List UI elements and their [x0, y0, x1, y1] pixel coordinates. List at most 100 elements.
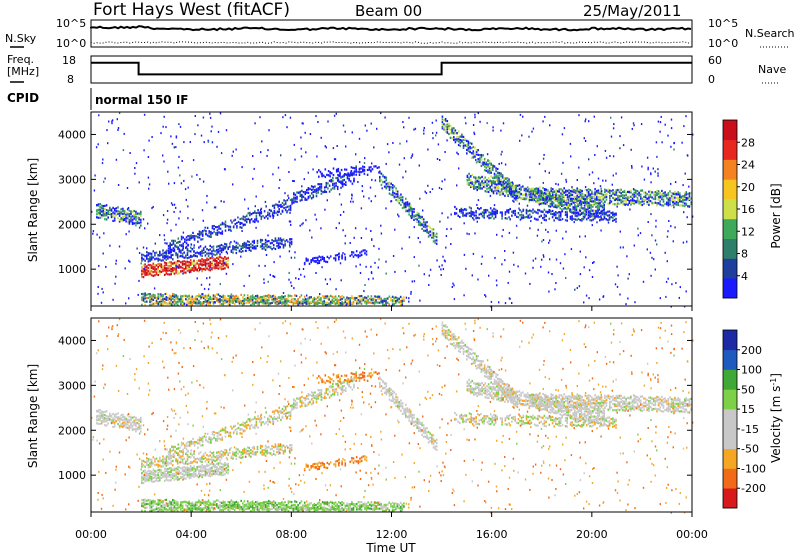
range-cell: [199, 297, 202, 300]
range-cell: [163, 264, 166, 267]
range-cell: [285, 300, 288, 303]
range-cell: [157, 471, 159, 474]
range-cell: [234, 218, 237, 221]
range-cell: [291, 202, 293, 205]
range-cell: [188, 250, 190, 253]
range-cell: [567, 208, 570, 211]
range-cell: [140, 212, 142, 215]
range-cell: [333, 114, 336, 117]
range-cell: [237, 242, 239, 245]
range-cell: [154, 469, 156, 473]
range-cell: [107, 142, 109, 145]
range-cell: [172, 262, 174, 265]
range-cell: [638, 199, 640, 202]
range-cell: [126, 208, 129, 211]
range-cell: [340, 176, 342, 179]
range-cell: [442, 255, 444, 258]
range-cell: [513, 184, 515, 187]
range-cell: [210, 230, 212, 234]
range-cell: [542, 120, 544, 123]
range-cell: [110, 208, 113, 211]
range-cell: [244, 219, 246, 222]
range-cell: [220, 243, 223, 247]
range-cell: [380, 172, 383, 175]
range-cell: [654, 193, 657, 196]
range-cell: [328, 179, 331, 182]
range-cell: [605, 192, 608, 195]
range-cell: [543, 202, 545, 205]
range-cell: [565, 178, 567, 181]
range-cell: [231, 221, 233, 224]
range-cell: [682, 241, 685, 244]
range-cell: [444, 126, 447, 129]
range-cell: [670, 225, 672, 228]
range-cell: [392, 194, 394, 197]
range-cell: [157, 302, 159, 305]
range-cell: [670, 145, 672, 148]
range-cell: [140, 430, 142, 433]
range-cell: [163, 251, 166, 254]
range-cell: [212, 302, 215, 305]
range-cell: [395, 187, 397, 190]
range-cell: [561, 193, 564, 196]
range-cell: [443, 126, 445, 129]
range-cell: [280, 212, 282, 215]
range-cell: [547, 194, 549, 197]
range-cell: [198, 259, 200, 262]
range-cell: [504, 163, 507, 166]
range-cell: [227, 302, 229, 305]
range-cell: [299, 296, 301, 299]
range-cell: [565, 180, 568, 183]
range-cell: [584, 140, 587, 142]
range-cell: [300, 147, 302, 150]
range-cell: [570, 197, 573, 200]
range-cell: [159, 262, 161, 265]
range-cell: [359, 254, 361, 257]
range-cell: [316, 262, 319, 265]
range-cell: [212, 266, 215, 270]
range-cell: [468, 183, 470, 186]
range-cell: [167, 170, 169, 173]
range-cell: [361, 190, 364, 193]
range-cell: [403, 204, 405, 207]
range-cell: [617, 188, 619, 192]
range-cell: [100, 207, 103, 210]
range-cell: [369, 186, 372, 189]
range-cell: [349, 303, 351, 306]
range-cell: [564, 219, 567, 222]
range-cell: [152, 471, 155, 474]
range-cell: [159, 269, 161, 273]
range-cell: [383, 185, 386, 188]
range-cell: [667, 196, 670, 199]
range-cell: [530, 195, 533, 198]
range-cell: [630, 203, 632, 206]
range-cell: [254, 220, 256, 224]
range-cell: [301, 302, 303, 305]
range-cell: [191, 248, 194, 251]
range-cell: [510, 191, 513, 195]
range-cell: [518, 184, 521, 187]
range-cell: [347, 300, 350, 303]
range-cell: [542, 186, 544, 190]
range-cell: [120, 423, 122, 426]
range-cell: [290, 240, 293, 243]
range-cell: [505, 183, 508, 186]
range-cell: [419, 299, 421, 302]
range-cell: [131, 424, 134, 427]
range-cell: [222, 247, 225, 250]
range-cell: [168, 470, 171, 474]
range-cell: [320, 172, 322, 175]
range-cell: [111, 119, 114, 122]
range-cell: [149, 273, 151, 276]
range-cell: [168, 302, 171, 305]
range-cell: [170, 470, 172, 473]
range-cell: [609, 202, 611, 205]
range-cell: [396, 198, 399, 201]
range-cell: [160, 302, 163, 305]
range-cell: [670, 197, 673, 200]
range-cell: [117, 217, 119, 220]
range-cell: [330, 180, 332, 183]
range-cell: [431, 230, 433, 233]
range-cell: [258, 296, 260, 299]
range-cell: [341, 257, 343, 260]
